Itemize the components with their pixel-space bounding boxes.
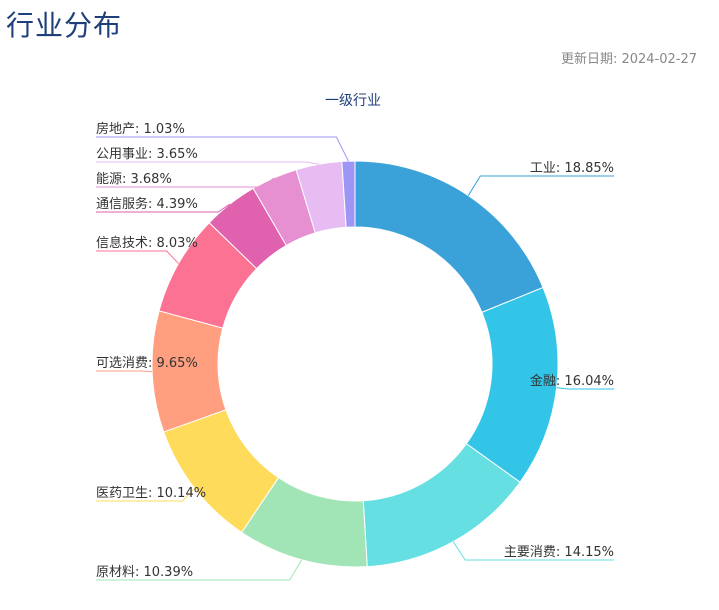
slice-房地产[interactable] bbox=[341, 160, 356, 228]
leader-line-信息技术 bbox=[96, 250, 179, 264]
label-公用事业: 公用事业: 3.65% bbox=[96, 147, 198, 162]
label-leader-lines bbox=[96, 136, 614, 581]
update-date: 更新日期: 2024-02-27 bbox=[560, 52, 697, 67]
label-通信服务: 通信服务: 4.39% bbox=[96, 196, 198, 212]
donut-slices bbox=[151, 160, 559, 568]
label-可选消费: 可选消费: 9.65% bbox=[96, 356, 198, 371]
label-房地产: 房地产: 1.03% bbox=[96, 121, 185, 137]
leader-line-房地产 bbox=[96, 136, 349, 162]
leader-line-医药卫生 bbox=[96, 488, 195, 502]
slice-可选消费[interactable] bbox=[151, 310, 227, 433]
leader-line-可选消费 bbox=[96, 370, 153, 373]
label-原材料: 原材料: 10.39% bbox=[96, 565, 193, 580]
label-医药卫生: 医药卫生: 10.14% bbox=[96, 486, 206, 501]
leader-line-工业 bbox=[467, 175, 614, 196]
slice-labels: 工业: 18.85% 金融: 16.04% 主要消费: 14.15% 原材料: 10.… bbox=[96, 121, 614, 580]
leader-line-能源 bbox=[96, 177, 275, 188]
leader-line-通信服务 bbox=[96, 203, 231, 213]
leader-line-原材料 bbox=[96, 559, 303, 581]
label-工业: 工业: 18.85% bbox=[530, 161, 614, 176]
label-能源: 能源: 3.68% bbox=[96, 172, 172, 187]
label-金融: 金融: 16.04% bbox=[530, 373, 614, 389]
leader-line-主要消费 bbox=[452, 541, 614, 561]
page-title: 行业分布 bbox=[6, 9, 123, 42]
leader-line-公用事业 bbox=[96, 161, 319, 165]
slice-工业[interactable] bbox=[354, 160, 544, 314]
chart-title: 一级行业 bbox=[325, 93, 381, 109]
leader-line-金融 bbox=[556, 387, 614, 390]
label-信息技术: 信息技术: 8.03% bbox=[96, 235, 198, 251]
label-主要消费: 主要消费: 14.15% bbox=[504, 545, 614, 560]
